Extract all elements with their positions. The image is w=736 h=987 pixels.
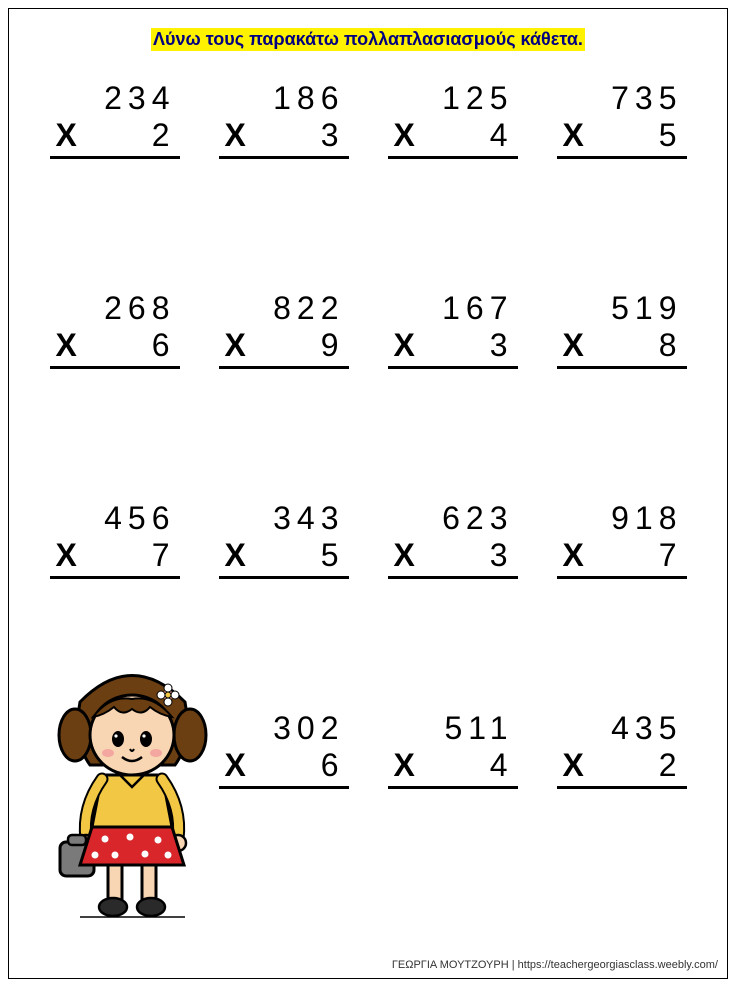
- multiply-sign: X: [225, 537, 246, 574]
- footer-credit: ΓΕΩΡΓΙΑ ΜΟΥΤΖΟΥΡΗ | https://teachergeorg…: [392, 959, 718, 971]
- multiplier-row: X5: [219, 537, 349, 579]
- multiply-sign: X: [394, 537, 415, 574]
- multiply-sign: X: [56, 537, 77, 574]
- multiplicand: 511: [388, 710, 518, 747]
- multiplier: 2: [659, 747, 683, 784]
- multiply-sign: X: [394, 117, 415, 154]
- multiplicand: 186: [219, 80, 349, 117]
- multiplier-row: X3: [388, 327, 518, 369]
- multiplier: 8: [659, 327, 683, 364]
- multiply-sign: X: [56, 327, 77, 364]
- multiplicand: 735: [557, 80, 687, 117]
- multiply-sign: X: [56, 117, 77, 154]
- multiplicand: 623: [388, 500, 518, 537]
- multiplication-problem: 519X8: [547, 290, 696, 490]
- multiplication-problem: 125X4: [378, 80, 527, 280]
- multiply-sign: X: [563, 327, 584, 364]
- multiplicand: 519: [557, 290, 687, 327]
- multiply-sign: X: [563, 117, 584, 154]
- multiply-sign: X: [225, 117, 246, 154]
- multiplier: 6: [152, 327, 176, 364]
- multiplier-row: X3: [219, 117, 349, 159]
- multiplication-problem: 623X3: [378, 500, 527, 700]
- multiplier-row: X2: [50, 117, 180, 159]
- multiply-sign: X: [394, 747, 415, 784]
- multiplicand: 125: [388, 80, 518, 117]
- multiply-sign: X: [225, 747, 246, 784]
- multiplicand: 234: [50, 80, 180, 117]
- multiplier: 6: [321, 747, 345, 784]
- multiplication-problem: 234X2: [40, 80, 189, 280]
- multiplier: 3: [321, 117, 345, 154]
- multiplication-problem: 822X9: [209, 290, 358, 490]
- multiplicand: 302: [219, 710, 349, 747]
- multiplier: 2: [152, 117, 176, 154]
- multiply-sign: X: [225, 327, 246, 364]
- multiplier-row: X4: [388, 117, 518, 159]
- multiplication-problem: 302X6: [209, 710, 358, 910]
- multiply-sign: X: [394, 327, 415, 364]
- multiplier: 4: [490, 747, 514, 784]
- multiplier: 3: [490, 537, 514, 574]
- multiplicand: 456: [50, 500, 180, 537]
- title-container: Λύνω τους παρακάτω πολλαπλασιασμούς κάθε…: [0, 28, 736, 51]
- multiplier: 7: [659, 537, 683, 574]
- multiplicand: 435: [557, 710, 687, 747]
- multiplier-row: X8: [557, 327, 687, 369]
- girl-svg: [50, 657, 215, 927]
- multiplication-problem: 186X3: [209, 80, 358, 280]
- girl-illustration: [50, 657, 215, 927]
- multiply-sign: X: [563, 537, 584, 574]
- multiplication-problem: 268X6: [40, 290, 189, 490]
- multiplier: 3: [490, 327, 514, 364]
- multiplier-row: X4: [388, 747, 518, 789]
- multiplicand: 268: [50, 290, 180, 327]
- multiplier: 4: [490, 117, 514, 154]
- footer-sep: |: [509, 959, 518, 971]
- worksheet-title: Λύνω τους παρακάτω πολλαπλασιασμούς κάθε…: [151, 28, 585, 51]
- multiplicand: 167: [388, 290, 518, 327]
- multiplier-row: X6: [219, 747, 349, 789]
- multiplier: 5: [659, 117, 683, 154]
- multiplicand: 343: [219, 500, 349, 537]
- multiplication-problem: 167X3: [378, 290, 527, 490]
- multiply-sign: X: [563, 747, 584, 784]
- multiplier-row: X6: [50, 327, 180, 369]
- multiplier-row: X5: [557, 117, 687, 159]
- multiplier-row: X7: [50, 537, 180, 579]
- multiplicand: 822: [219, 290, 349, 327]
- multiplier-row: X9: [219, 327, 349, 369]
- multiplier-row: X3: [388, 537, 518, 579]
- multiplier: 9: [321, 327, 345, 364]
- multiplication-problem: 511X4: [378, 710, 527, 910]
- multiplier: 5: [321, 537, 345, 574]
- multiplication-problem: 918X7: [547, 500, 696, 700]
- footer-author: ΓΕΩΡΓΙΑ ΜΟΥΤΖΟΥΡΗ: [392, 959, 509, 971]
- multiplier: 7: [152, 537, 176, 574]
- multiplier-row: X7: [557, 537, 687, 579]
- footer-url: https://teachergeorgiasclass.weebly.com/: [518, 959, 718, 971]
- multiplication-problem: 435X2: [547, 710, 696, 910]
- multiplication-problem: 343X5: [209, 500, 358, 700]
- multiplier-row: X2: [557, 747, 687, 789]
- multiplication-problem: 735X5: [547, 80, 696, 280]
- multiplicand: 918: [557, 500, 687, 537]
